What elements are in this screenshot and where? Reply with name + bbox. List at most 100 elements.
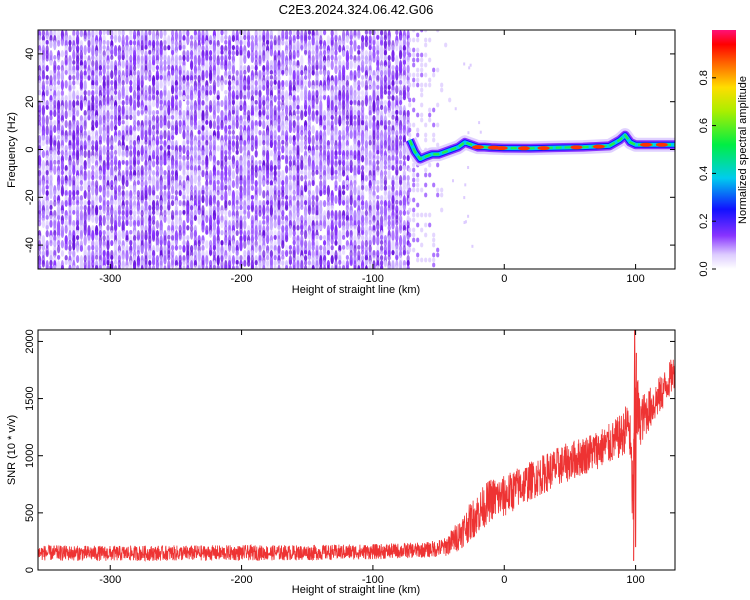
heatmap-cell — [357, 140, 361, 148]
heatmap-cell — [114, 35, 118, 43]
heatmap-cell — [57, 65, 61, 71]
heatmap-cell — [209, 135, 213, 141]
heatmap-cell — [345, 255, 349, 260]
heatmap-cell — [155, 75, 159, 81]
heatmap-cell — [49, 205, 53, 211]
heatmap-cell — [83, 90, 87, 96]
heatmap-cell — [216, 60, 220, 66]
heatmap-cell — [391, 45, 395, 53]
heatmap-cell — [125, 180, 129, 188]
heatmap-cell — [311, 70, 315, 76]
heatmap-cell — [269, 180, 273, 187]
heatmap-cell — [262, 120, 266, 130]
heatmap-cell — [98, 65, 102, 71]
spectrogram-x-ticks: -300 -200 -100 0 100 — [99, 30, 645, 285]
heatmap-cell — [167, 235, 171, 240]
heatmap-cell — [49, 60, 53, 66]
heatmap-cell — [205, 55, 209, 62]
heatmap-cell — [353, 105, 357, 113]
heatmap-cell — [281, 190, 285, 198]
heatmap-cell — [60, 65, 64, 73]
heatmap-cell — [364, 50, 368, 56]
heatmap-cell — [273, 255, 277, 261]
heatmap-cell — [95, 165, 99, 172]
heatmap-cell — [345, 35, 349, 44]
heatmap-cell — [239, 230, 243, 236]
heatmap-cell — [266, 265, 270, 269]
heatmap-cell — [357, 35, 361, 41]
heatmap-cell — [182, 195, 186, 200]
heatmap-cell — [197, 160, 201, 165]
heatmap-cell — [357, 85, 361, 92]
heatmap-cell — [361, 230, 365, 236]
heatmap-cell — [102, 120, 106, 127]
heatmap-cell — [262, 140, 266, 146]
heatmap-cell — [315, 160, 319, 166]
heatmap-cell — [110, 115, 114, 120]
heatmap-cell — [364, 30, 368, 35]
heatmap-cell — [72, 135, 76, 143]
heatmap-cell — [334, 215, 338, 222]
heatmap-cell — [399, 80, 403, 85]
heatmap-cell — [361, 55, 365, 61]
heatmap-cell — [319, 245, 323, 251]
heatmap-cell — [163, 65, 167, 72]
heatmap-cell — [102, 190, 106, 198]
spectrogram-x-tick-label: 0 — [501, 273, 507, 285]
heatmap-cell — [41, 220, 46, 229]
heatmap-cell — [383, 170, 387, 176]
heatmap-cell — [353, 115, 357, 120]
heatmap-cell — [174, 40, 178, 47]
heatmap-cell — [254, 55, 258, 62]
heatmap-cell — [266, 70, 270, 76]
snr-x-axis-label: Height of straight line (km) — [292, 584, 420, 596]
heatmap-cell — [83, 110, 87, 117]
heatmap-cell — [304, 185, 308, 193]
heatmap-cell — [383, 100, 387, 106]
heatmap-cell — [79, 85, 83, 91]
heatmap-cell — [357, 80, 361, 87]
heatmap-cell — [220, 210, 224, 215]
heatmap-cell — [95, 80, 99, 87]
heatmap-cell — [395, 40, 399, 52]
heatmap-cell — [307, 35, 311, 41]
heatmap-cell — [152, 140, 156, 146]
heatmap-cell — [235, 85, 239, 93]
heatmap-cell — [209, 230, 213, 238]
heatmap-cell — [136, 100, 140, 108]
heatmap-cell — [102, 40, 106, 45]
heatmap-cell — [288, 250, 292, 255]
heatmap-cell — [148, 265, 152, 269]
heatmap-cell — [174, 80, 178, 87]
heatmap-cell — [361, 165, 365, 171]
heatmap-cell — [254, 150, 258, 158]
heatmap-cell — [412, 57, 416, 63]
heatmap-cell — [87, 75, 91, 81]
heatmap-cell — [205, 125, 209, 133]
heatmap-cell — [45, 115, 49, 126]
heatmap-cell — [395, 85, 399, 95]
heatmap-cell — [380, 30, 384, 36]
heatmap-cell — [68, 200, 72, 208]
heatmap-cell — [243, 40, 247, 46]
heatmap-cell — [296, 195, 300, 202]
heatmap-cell — [159, 230, 163, 236]
heatmap-cell — [326, 145, 330, 150]
heatmap-cell — [190, 80, 194, 85]
heatmap-cell — [412, 107, 416, 113]
heatmap-cell — [167, 95, 171, 102]
heatmap-cell — [368, 145, 372, 150]
heatmap-cell — [262, 265, 266, 269]
heatmap-cell — [136, 150, 140, 158]
heatmap-cell — [79, 185, 83, 192]
heatmap-cell — [361, 135, 365, 146]
heatmap-cell — [420, 72, 424, 78]
heatmap-cell — [205, 185, 209, 192]
heatmap-cell — [190, 175, 194, 187]
heatmap-cell — [155, 90, 159, 96]
heatmap-cell — [304, 175, 308, 181]
heatmap-cell — [273, 170, 277, 177]
heatmap-cell — [319, 190, 323, 197]
heatmap-cell — [235, 180, 239, 190]
heatmap-cell — [72, 85, 76, 90]
